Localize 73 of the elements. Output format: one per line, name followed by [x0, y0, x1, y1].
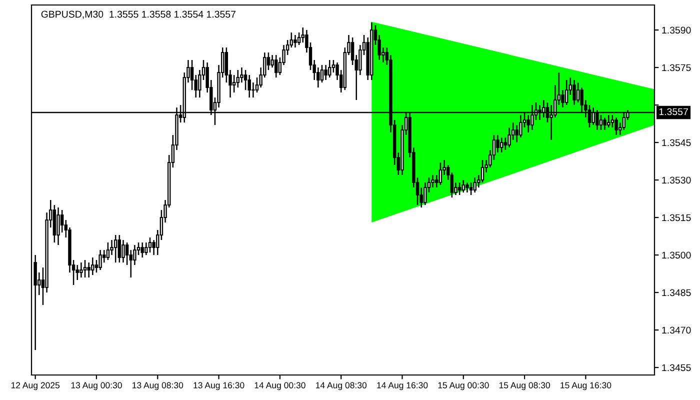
- x-tick-label: 13 Aug 16:30: [194, 382, 244, 390]
- candlestick: [248, 74, 251, 98]
- candlestick: [118, 234, 122, 264]
- y-tick-label: 1.3455: [662, 364, 691, 372]
- candlestick: [56, 206, 60, 246]
- candlestick: [614, 116, 618, 136]
- candlestick: [320, 64, 324, 84]
- candlestick: [252, 82, 255, 98]
- y-tick-label: 1.3485: [662, 289, 691, 296]
- candlestick: [290, 32, 294, 48]
- candlestick: [431, 174, 434, 188]
- candlestick: [122, 239, 125, 264]
- candlestick: [564, 79, 568, 106]
- candlestick: [500, 136, 504, 154]
- candlestick: [466, 182, 469, 194]
- candlestick: [297, 32, 301, 46]
- y-tick-label: 1.3470: [662, 326, 691, 334]
- y-tick-label: 1.3575: [662, 64, 691, 72]
- x-tick-label: 13 Aug 00:30: [71, 382, 122, 390]
- candlestick: [240, 66, 244, 84]
- candlestick: [504, 136, 508, 151]
- x-tick-label: 15 Aug 16:30: [560, 382, 612, 390]
- ref-line-label: 1.3557: [659, 108, 688, 116]
- candlestick: [576, 82, 580, 104]
- candlestick: [91, 256, 94, 276]
- candlestick: [106, 242, 110, 261]
- candlestick: [480, 159, 484, 184]
- candlestick: [469, 182, 473, 196]
- candlestick: [76, 264, 79, 281]
- candlestick: [519, 114, 522, 138]
- x-tick-label: 13 Aug 08:30: [132, 382, 184, 390]
- candlestick: [438, 162, 442, 186]
- y-tick-label: 1.3500: [662, 252, 691, 259]
- candlestick: [515, 124, 519, 144]
- candlestick: [607, 114, 610, 128]
- candlestick: [526, 114, 530, 134]
- candlestick: [87, 262, 90, 278]
- candlestick: [508, 126, 511, 148]
- candlestick: [114, 234, 118, 264]
- candlestick: [98, 249, 102, 271]
- candlestick: [603, 116, 606, 131]
- candlestick: [80, 262, 83, 278]
- candlestick: [599, 114, 603, 131]
- candlestick: [236, 69, 240, 88]
- y-tick-label: 1.3515: [662, 214, 691, 222]
- candlestick: [140, 242, 144, 258]
- candlestick: [60, 209, 64, 234]
- candlestick: [572, 79, 576, 106]
- candlestick: [496, 134, 500, 154]
- x-tick-label: 12 Aug 2025: [11, 382, 60, 390]
- candlestick: [294, 34, 297, 48]
- candlestick: [424, 182, 427, 206]
- x-tick-label: 14 Aug 08:30: [316, 382, 367, 390]
- y-tick-label: 1.3590: [662, 26, 691, 34]
- x-tick-label: 14 Aug 16:30: [377, 382, 428, 390]
- candlestick: [324, 64, 328, 81]
- candlestick: [232, 74, 236, 94]
- candlestick: [332, 59, 336, 74]
- candlestick: [610, 114, 614, 128]
- candlestick: [144, 242, 148, 256]
- candlestick: [83, 259, 87, 278]
- candlestick: [473, 176, 476, 194]
- x-tick-label: 14 Aug 00:30: [254, 382, 306, 390]
- x-tick-label: 15 Aug 08:30: [499, 382, 550, 390]
- y-tick-label: 1.3530: [662, 176, 691, 184]
- candlestick: [462, 179, 465, 194]
- text: GBPUSD,M30 1.3555 1.3558 1.3554 1.3557: [41, 10, 236, 19]
- candlestick: [328, 59, 332, 78]
- candlestick: [148, 236, 152, 254]
- candlestick: [458, 182, 462, 196]
- x-tick-label: 15 Aug 00:30: [438, 382, 489, 390]
- y-tick-label: 1.3545: [662, 139, 691, 146]
- candlestick: [274, 54, 278, 78]
